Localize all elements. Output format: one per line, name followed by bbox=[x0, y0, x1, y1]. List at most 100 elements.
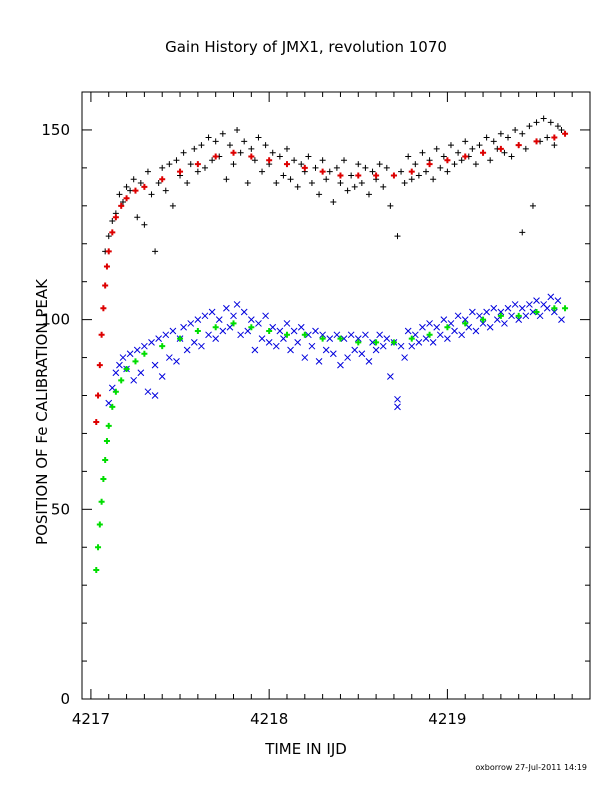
data-point bbox=[522, 312, 530, 320]
data-point bbox=[230, 312, 237, 320]
data-point bbox=[387, 202, 394, 209]
data-point bbox=[444, 157, 451, 164]
data-point bbox=[544, 134, 551, 141]
data-point bbox=[191, 145, 198, 152]
data-point bbox=[329, 350, 337, 358]
data-point bbox=[241, 138, 248, 145]
data-point bbox=[451, 327, 458, 335]
data-point bbox=[96, 362, 103, 369]
data-point bbox=[461, 316, 469, 323]
data-point bbox=[201, 164, 208, 171]
data-point bbox=[447, 142, 454, 149]
data-point bbox=[198, 142, 205, 149]
data-point bbox=[337, 172, 344, 179]
data-point bbox=[312, 164, 319, 171]
data-point bbox=[380, 183, 387, 190]
data-point bbox=[319, 331, 326, 339]
data-point bbox=[144, 388, 152, 396]
data-point bbox=[322, 346, 330, 354]
data-point bbox=[98, 498, 105, 505]
data-point bbox=[180, 149, 187, 156]
data-point bbox=[519, 229, 526, 236]
data-point bbox=[219, 327, 227, 335]
data-point bbox=[198, 342, 205, 350]
data-point bbox=[426, 331, 433, 338]
data-point bbox=[283, 320, 291, 327]
data-point bbox=[515, 312, 522, 319]
data-point bbox=[116, 191, 123, 198]
data-point bbox=[244, 327, 252, 335]
data-point bbox=[283, 331, 290, 338]
data-point bbox=[458, 331, 466, 339]
data-point bbox=[351, 183, 358, 190]
data-point bbox=[344, 187, 351, 194]
data-point bbox=[347, 331, 355, 339]
data-point bbox=[390, 339, 397, 346]
data-point bbox=[177, 335, 184, 342]
data-point bbox=[105, 233, 112, 240]
data-point bbox=[512, 126, 519, 133]
data-point bbox=[440, 153, 447, 160]
data-point bbox=[529, 202, 536, 209]
x-axis-label: TIME IN IJD bbox=[264, 740, 347, 758]
data-point bbox=[141, 183, 148, 190]
data-point bbox=[412, 161, 419, 168]
data-point bbox=[480, 316, 487, 323]
data-point bbox=[333, 331, 341, 339]
data-point bbox=[430, 176, 437, 183]
data-point bbox=[415, 339, 423, 346]
data-point bbox=[372, 346, 380, 354]
data-point bbox=[562, 305, 569, 312]
data-point bbox=[536, 312, 544, 320]
data-point bbox=[194, 161, 201, 168]
data-point bbox=[298, 161, 305, 168]
data-point bbox=[522, 145, 529, 152]
data-point bbox=[469, 308, 476, 316]
data-point bbox=[184, 180, 191, 187]
data-point bbox=[429, 339, 437, 346]
data-point bbox=[501, 320, 508, 327]
data-point bbox=[155, 180, 162, 187]
data-point bbox=[533, 297, 540, 305]
data-point bbox=[379, 342, 387, 350]
data-point bbox=[183, 346, 191, 354]
data-point bbox=[547, 293, 555, 301]
data-point bbox=[354, 335, 362, 342]
data-point bbox=[212, 324, 219, 331]
data-point bbox=[533, 138, 540, 145]
data-point bbox=[166, 161, 173, 168]
data-point bbox=[266, 157, 273, 164]
data-point bbox=[190, 339, 198, 346]
data-point bbox=[280, 172, 287, 179]
data-point bbox=[93, 419, 100, 426]
data-point bbox=[162, 331, 170, 339]
data-point bbox=[344, 354, 351, 361]
data-point bbox=[287, 346, 294, 354]
data-point bbox=[255, 134, 262, 141]
data-point bbox=[159, 343, 166, 350]
data-point bbox=[462, 320, 469, 327]
data-point bbox=[508, 312, 515, 320]
data-point bbox=[394, 233, 401, 240]
data-point bbox=[369, 339, 376, 346]
y-tick-label: 0 bbox=[60, 690, 70, 708]
data-point bbox=[511, 301, 519, 308]
data-point bbox=[340, 335, 348, 342]
data-point bbox=[109, 217, 116, 224]
data-point bbox=[365, 191, 372, 198]
data-point bbox=[390, 172, 397, 179]
data-point bbox=[269, 323, 277, 331]
data-point bbox=[550, 308, 558, 316]
data-point bbox=[93, 567, 100, 574]
data-point bbox=[526, 123, 533, 130]
data-point bbox=[551, 305, 558, 312]
x-tick-label: 4218 bbox=[250, 710, 288, 728]
data-point bbox=[123, 365, 130, 372]
data-point bbox=[562, 130, 569, 137]
data-point bbox=[476, 142, 483, 149]
data-point bbox=[123, 195, 130, 202]
x-axis: 4217 4218 4219 bbox=[72, 92, 591, 728]
data-point bbox=[411, 331, 419, 339]
series-lower-raw bbox=[105, 293, 565, 411]
data-point bbox=[151, 361, 159, 369]
